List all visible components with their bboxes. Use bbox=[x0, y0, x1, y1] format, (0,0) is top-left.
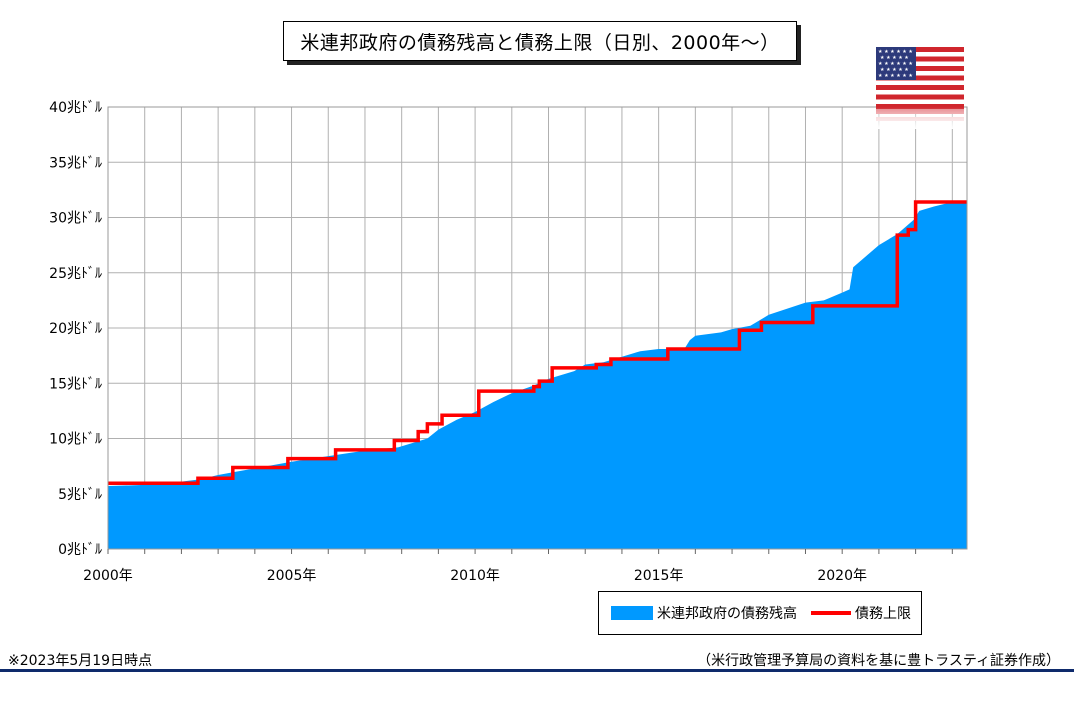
svg-text:★ ★ ★ ★ ★ ★: ★ ★ ★ ★ ★ ★ bbox=[878, 49, 913, 55]
svg-text:★ ★ ★ ★ ★ ★: ★ ★ ★ ★ ★ ★ bbox=[878, 61, 913, 67]
x-tick-label: 2005年 bbox=[267, 568, 317, 584]
y-tick-label: 15兆ﾄﾞﾙ bbox=[49, 376, 102, 392]
debt-area-series bbox=[108, 202, 967, 549]
debt-ceiling-line bbox=[108, 200, 967, 486]
y-axis-ticks: 0兆ﾄﾞﾙ 5兆ﾄﾞﾙ 10兆ﾄﾞﾙ 15兆ﾄﾞﾙ 20兆ﾄﾞﾙ 25兆ﾄﾞﾙ 30兆ﾄﾞﾙ… bbox=[49, 100, 102, 558]
x-tick-label: 2000年 bbox=[83, 568, 133, 584]
plot-frame bbox=[107, 106, 968, 550]
x-tick-label: 2010年 bbox=[450, 568, 500, 584]
y-tick-label: 25兆ﾄﾞﾙ bbox=[49, 266, 102, 282]
y-tick-label: 40兆ﾄﾞﾙ bbox=[49, 100, 102, 116]
legend-swatch-area bbox=[611, 606, 653, 620]
y-tick-label: 35兆ﾄﾞﾙ bbox=[49, 155, 102, 171]
legend-item-debt: 米連邦政府の債務残高 bbox=[599, 603, 797, 623]
x-axis-ticks: 2000年 2005年 2010年 2015年 2020年 bbox=[83, 549, 953, 584]
svg-text:★ ★ ★ ★ ★ ★: ★ ★ ★ ★ ★ ★ bbox=[878, 73, 913, 79]
y-tick-label: 10兆ﾄﾞﾙ bbox=[49, 432, 102, 448]
x-tick-label: 2020年 bbox=[817, 568, 867, 584]
bottom-rule bbox=[0, 669, 1074, 672]
x-tick-label: 2015年 bbox=[634, 568, 684, 584]
chart-title: 米連邦政府の債務残高と債務上限（日別、2000年～） bbox=[283, 21, 797, 61]
y-tick-label: 5兆ﾄﾞﾙ bbox=[58, 487, 102, 503]
legend-swatch-line bbox=[811, 611, 851, 615]
y-tick-label: 20兆ﾄﾞﾙ bbox=[49, 321, 102, 337]
footnote-source: （米行政管理予算局の資料を基に豊トラスティ証券作成） bbox=[697, 653, 1060, 669]
y-tick-label: 30兆ﾄﾞﾙ bbox=[49, 211, 102, 227]
legend-label-ceiling: 債務上限 bbox=[855, 606, 911, 622]
legend-item-ceiling: 債務上限 bbox=[797, 603, 911, 623]
svg-text:★ ★ ★ ★ ★: ★ ★ ★ ★ ★ bbox=[880, 67, 909, 73]
footnote-date: ※2023年5月19日時点 bbox=[8, 653, 153, 669]
us-flag-icon: ★ ★ ★ ★ ★ ★ ★ ★ ★ ★ ★ ★ ★ ★ ★ ★ ★ ★ ★ ★ … bbox=[876, 47, 964, 129]
svg-text:★ ★ ★ ★ ★: ★ ★ ★ ★ ★ bbox=[880, 55, 909, 61]
legend-label-debt: 米連邦政府の債務残高 bbox=[657, 606, 797, 622]
y-tick-label: 0兆ﾄﾞﾙ bbox=[58, 542, 102, 558]
legend: 米連邦政府の債務残高 債務上限 bbox=[598, 591, 922, 635]
